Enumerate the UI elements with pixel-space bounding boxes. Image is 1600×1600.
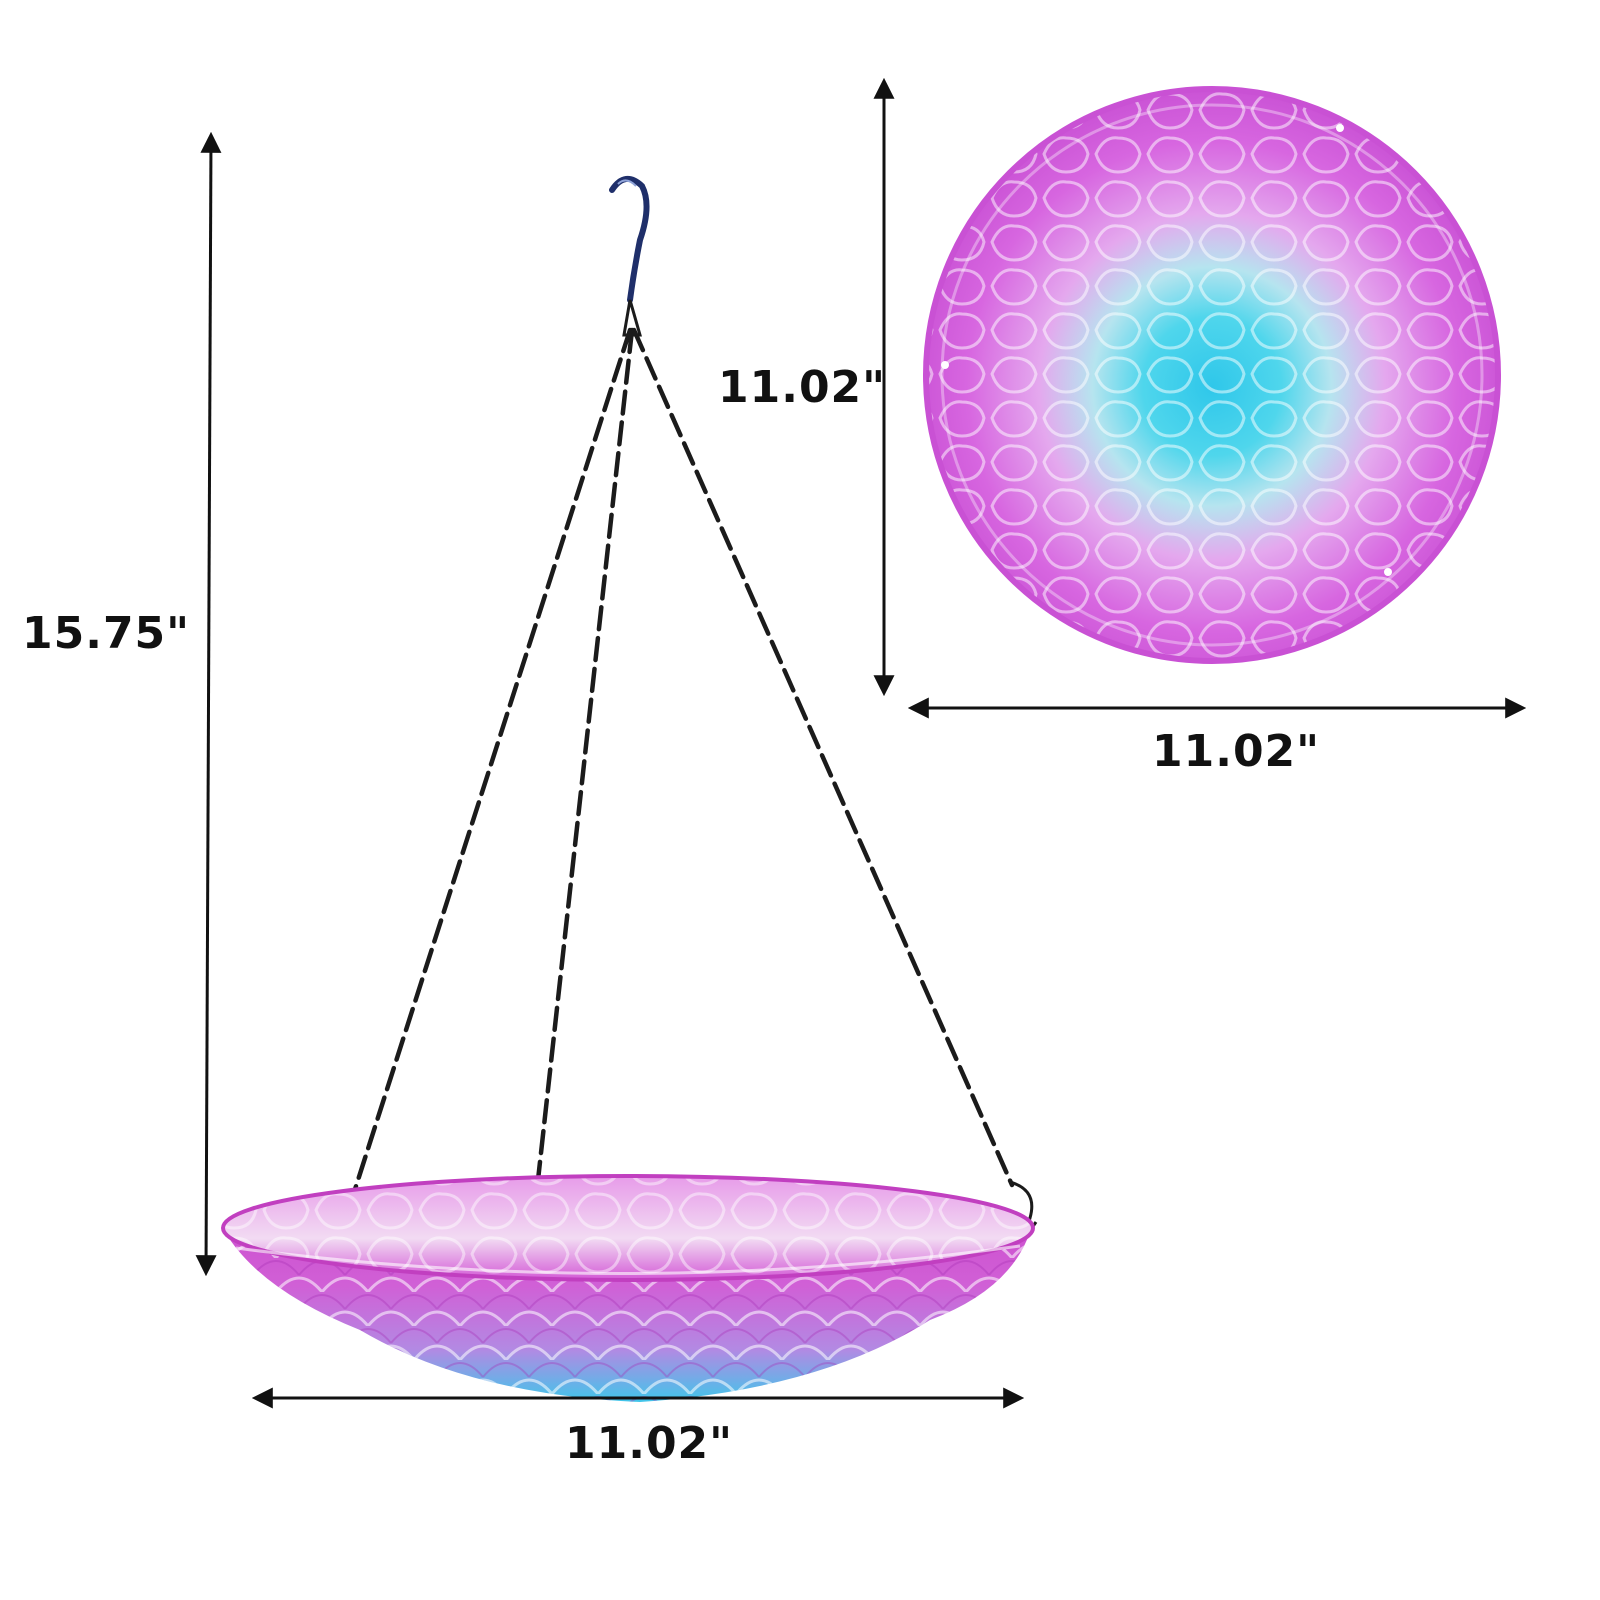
- top-view-width-label: 11.02": [1152, 726, 1321, 777]
- height-dimension-line: [195, 131, 222, 1277]
- chain-icon: [347, 327, 1015, 1208]
- s-hook-icon: [609, 176, 650, 303]
- hanging-hole: [1384, 568, 1392, 576]
- basin-width-label: 11.02": [565, 1418, 734, 1469]
- hanging-hole: [1336, 124, 1344, 132]
- height-label: 15.75": [22, 608, 191, 659]
- top-view-height-label: 11.02": [718, 362, 887, 413]
- hanging-basin: [221, 1174, 1035, 1402]
- hanging-hole: [941, 361, 949, 369]
- top-view-dish: [923, 86, 1501, 664]
